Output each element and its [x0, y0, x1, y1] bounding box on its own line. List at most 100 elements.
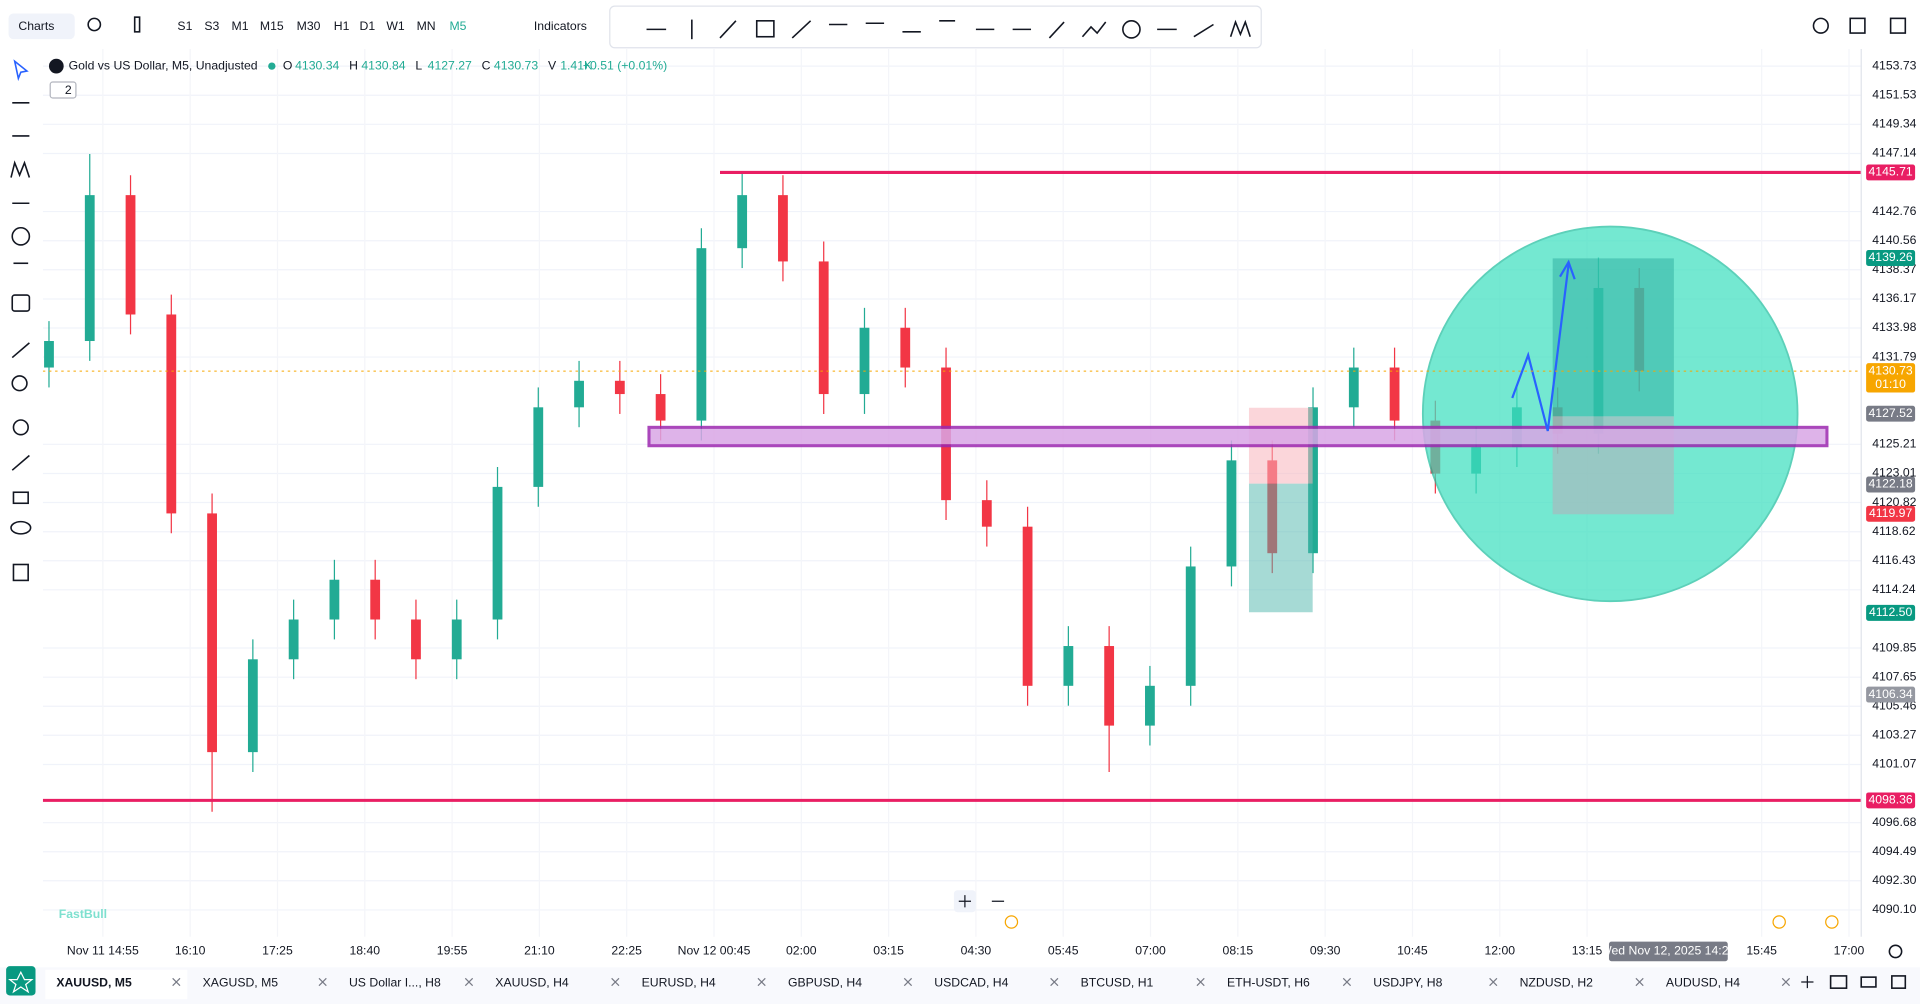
timeframe[interactable]: S3 — [204, 19, 219, 33]
y-tick-label: 4118.62 — [1872, 524, 1916, 538]
tab-label[interactable]: BTCUSD, H1 — [1081, 975, 1154, 989]
event-marker[interactable] — [1004, 915, 1019, 929]
y-tick-label: 4090.10 — [1872, 902, 1916, 916]
tab-label[interactable]: EURUSD, H4 — [642, 975, 716, 989]
ruler-tool[interactable] — [11, 342, 30, 359]
y-tick-label: 4114.24 — [1872, 582, 1916, 596]
y-tick-label: 4120.82 — [1872, 495, 1916, 509]
pattern-tool[interactable] — [10, 160, 31, 178]
candle-body — [207, 513, 217, 753]
trash-tool[interactable] — [12, 563, 29, 582]
tool-arrow[interactable] — [1048, 21, 1065, 39]
tab-close[interactable] — [1489, 977, 1498, 987]
x-tick-label: 04:30 — [961, 944, 992, 958]
tab-label[interactable]: USDCAD, H4 — [934, 975, 1008, 989]
cloud-icon[interactable] — [1812, 17, 1829, 34]
x-tick-label: 10:45 — [1397, 944, 1428, 958]
candle-body — [1389, 367, 1400, 421]
charts-label[interactable]: Charts — [18, 19, 54, 33]
ohlc-key: O — [283, 58, 293, 72]
tool-rect[interactable] — [755, 20, 775, 38]
eye-tool[interactable] — [10, 520, 32, 535]
tool-brush[interactable] — [791, 20, 812, 39]
y-tick-label: 4116.43 — [1872, 553, 1916, 567]
timeframe[interactable]: W1 — [386, 19, 405, 33]
timeframe[interactable]: S1 — [177, 19, 192, 33]
lock-tool[interactable] — [12, 491, 29, 505]
ohlc-value: 4130.73 — [494, 58, 538, 72]
active-tab — [45, 969, 188, 1000]
charts-button[interactable] — [8, 13, 75, 40]
tool-path[interactable] — [1081, 21, 1107, 38]
candle-body — [778, 195, 788, 262]
tab-close[interactable] — [1781, 977, 1791, 987]
candle-body — [370, 579, 381, 620]
price-marker-bg — [1866, 686, 1916, 703]
tab-close[interactable] — [1342, 977, 1352, 987]
profit-zone — [1248, 483, 1313, 613]
icon-tool[interactable] — [11, 294, 31, 312]
tab-label[interactable]: USDJPY, H8 — [1373, 975, 1442, 989]
timeframe[interactable]: MN — [417, 19, 436, 33]
tab-close[interactable] — [1050, 977, 1059, 987]
candle-type-icon[interactable] — [133, 16, 141, 33]
layers-badge[interactable] — [49, 81, 77, 99]
tab-label[interactable]: AUDUSD, H4 — [1666, 975, 1740, 989]
tool-trend[interactable] — [719, 20, 737, 39]
tool-pattern[interactable] — [1229, 19, 1251, 37]
tab-label[interactable]: XAUUSD, H4 — [495, 975, 569, 989]
tab-label[interactable]: ETH-USDT, H6 — [1227, 975, 1310, 989]
fullscreen-icon[interactable] — [1891, 975, 1907, 989]
layers-count: 2 — [65, 83, 72, 97]
circle-drawing[interactable] — [1421, 225, 1799, 603]
y-tick-label: 4136.17 — [1872, 291, 1916, 305]
x-tick-label: 16:10 — [175, 944, 206, 958]
panel-icon[interactable] — [1889, 17, 1907, 34]
ohlc-value: 4130.84 — [361, 58, 405, 72]
shape-tool[interactable] — [11, 226, 31, 246]
timeframe[interactable]: M5 — [449, 19, 466, 33]
tab-close[interactable] — [903, 977, 913, 987]
brush-lock-tool[interactable] — [11, 454, 30, 471]
tab-close[interactable] — [1635, 977, 1644, 987]
tab-label[interactable]: NZDUSD, H2 — [1520, 975, 1594, 989]
indicators-button[interactable]: Indicators — [534, 19, 587, 33]
zoom-tool[interactable] — [11, 375, 28, 392]
tab-label[interactable]: XAUUSD, M5 — [56, 975, 132, 989]
tab-close[interactable] — [757, 977, 766, 987]
x-tick-label: 17:00 — [1834, 944, 1865, 958]
event-marker[interactable] — [1772, 915, 1786, 929]
tool-parallel[interactable] — [1193, 23, 1214, 38]
event-marker[interactable] — [1825, 915, 1839, 929]
tool-circle[interactable] — [1122, 20, 1141, 39]
search-icon[interactable] — [87, 17, 102, 32]
timeframe[interactable]: M30 — [297, 19, 321, 33]
magnet-tool[interactable] — [12, 419, 29, 436]
timeframe[interactable]: M1 — [232, 19, 249, 33]
timeframe[interactable]: M15 — [260, 19, 284, 33]
timeframe[interactable]: D1 — [360, 19, 376, 33]
window-icon[interactable] — [1860, 976, 1877, 988]
price-marker-bg — [1866, 476, 1916, 493]
candle-body — [1145, 685, 1155, 726]
zone-rectangle[interactable] — [647, 425, 1829, 448]
tabs: XAUUSD, M5 XAGUSD, M5 US Dollar I..., H8 XA… — [45, 969, 1791, 1000]
tab-close[interactable] — [318, 977, 327, 987]
tab-label[interactable]: US Dollar I..., H8 — [349, 975, 441, 989]
settings-icon[interactable] — [1888, 944, 1903, 959]
tab-close[interactable] — [464, 977, 474, 987]
tab-close[interactable] — [172, 977, 181, 987]
layout-icon[interactable] — [1829, 975, 1848, 989]
tab-label[interactable]: GBPUSD, H4 — [788, 975, 862, 989]
price-marker-label: 4098.36 — [1868, 793, 1912, 807]
cursor-tool[interactable] — [13, 59, 29, 82]
tab-label[interactable]: XAGUSD, M5 — [203, 975, 279, 989]
tab-close[interactable] — [611, 977, 620, 987]
favorite-button[interactable] — [6, 966, 36, 996]
logo: FastBull — [59, 907, 107, 921]
arrow-drawing[interactable] — [1511, 264, 1570, 432]
tab-close[interactable] — [1196, 977, 1205, 987]
timeframe[interactable]: H1 — [334, 19, 350, 33]
share-icon[interactable] — [1849, 17, 1866, 34]
